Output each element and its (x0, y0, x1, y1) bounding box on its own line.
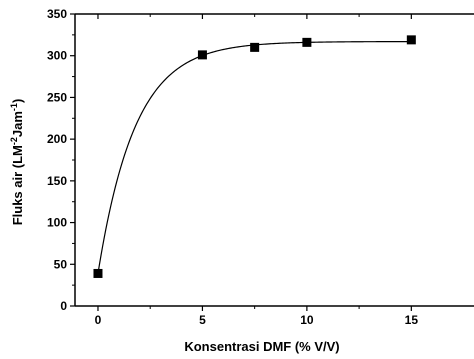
x-tick-label: 15 (405, 313, 419, 327)
y-axis-title-part-3: ) (10, 99, 25, 103)
axes (74, 13, 474, 307)
y-tick-label: 50 (54, 257, 68, 271)
x-tick-label: 0 (95, 313, 102, 327)
y-axis-title-sup-1: -2 (9, 137, 19, 145)
y-tick-label: 350 (47, 7, 67, 21)
y-axis-ticks: 0 50 100 150 200 250 300 350 (47, 7, 75, 313)
y-axis-title-sup-2: -1 (9, 103, 19, 111)
y-axis-title-part-1: Fluks air (LM (10, 145, 25, 225)
x-tick-label: 10 (300, 313, 314, 327)
y-tick-label: 200 (47, 132, 67, 146)
data-point (250, 42, 260, 52)
y-axis-title: Fluks air (LM-2Jam-1) (9, 99, 25, 226)
y-axis-title-part-2: Jam (10, 111, 25, 137)
x-axis-title: Konsentrasi DMF (% V/V) (184, 339, 339, 354)
x-tick-label: 5 (199, 313, 206, 327)
data-point (197, 50, 207, 60)
data-point (406, 35, 416, 45)
y-tick-label: 0 (60, 299, 67, 313)
fit-curve (97, 40, 412, 274)
data-points (93, 35, 416, 278)
data-point (93, 268, 103, 278)
y-tick-label: 150 (47, 174, 67, 188)
y-tick-label: 100 (47, 216, 67, 230)
x-axis-ticks: 0 5 10 15 (95, 14, 419, 327)
data-point (302, 37, 312, 47)
y-tick-label: 300 (47, 49, 67, 63)
y-tick-label: 250 (47, 90, 67, 104)
